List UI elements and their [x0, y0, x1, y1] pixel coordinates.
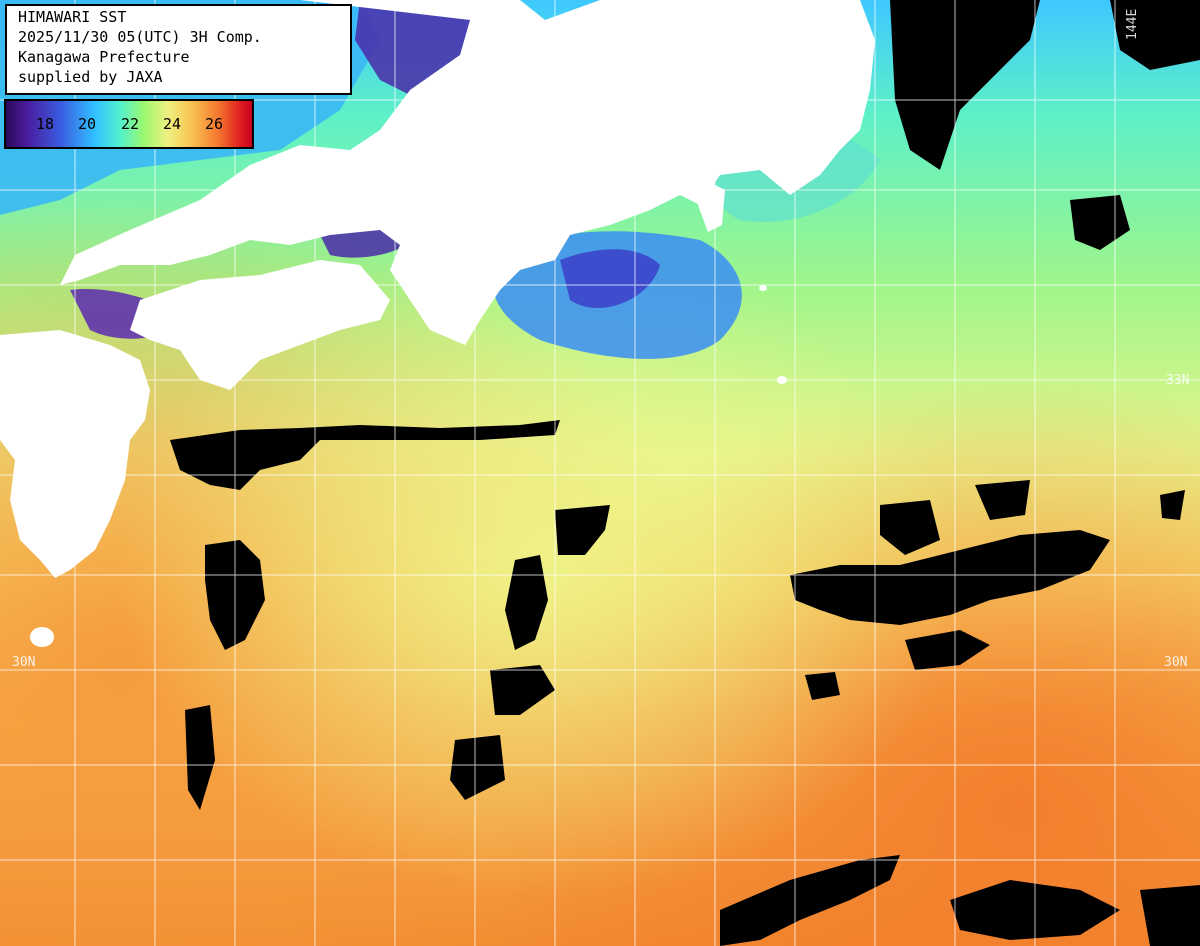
legend-tick: 26: [205, 115, 224, 133]
cloud-east-4: [905, 630, 990, 670]
lon-label-144e: 144E: [1125, 9, 1140, 40]
legend-tick: 20: [78, 115, 97, 133]
map-data-source: supplied by JAXA: [18, 68, 163, 86]
lat-label-33n-east: 33N: [1166, 373, 1189, 388]
lat-label-30n-west: 30N: [12, 655, 35, 670]
cloud-south-3: [1140, 885, 1200, 946]
cloud-cover: [170, 0, 1200, 946]
lat-label-30n-east: 30N: [1164, 655, 1187, 670]
cloud-central-1: [505, 555, 548, 650]
cloud-east-2: [880, 500, 940, 555]
legend-tick: 24: [163, 115, 182, 133]
land-izu: [698, 180, 725, 232]
map-title: HIMAWARI SST: [18, 8, 127, 26]
cloud-northeast-2: [1110, 0, 1200, 70]
cloud-central-3: [490, 665, 555, 715]
cloud-east-3: [975, 480, 1030, 520]
lat-label-33n-west: 33N: [12, 373, 35, 388]
land-shikoku: [130, 260, 390, 390]
lon-label-136e: 136E: [485, 11, 500, 42]
legend-tick: 22: [121, 115, 140, 133]
cloud-northeast-1: [890, 0, 1040, 170]
cloud-band-east: [790, 530, 1110, 625]
land-kii-tip: [400, 235, 440, 285]
land-honshu: [60, 0, 875, 345]
cloud-west-3: [185, 705, 215, 810]
legend-tick-labels: 18 20 22 24 26: [6, 115, 256, 135]
cloud-south-1: [720, 855, 900, 946]
land-island-miyake: [759, 285, 767, 291]
legend-tick: 18: [36, 115, 55, 133]
map-info-box: HIMAWARI SST 2025/11/30 05(UTC) 3H Comp.…: [5, 4, 352, 95]
temperature-legend: 18 20 22 24 26: [4, 99, 254, 149]
map-datetime: 2025/11/30 05(UTC) 3H Comp.: [18, 28, 262, 46]
cloud-band-west: [170, 420, 560, 490]
land-island-tanegashima: [30, 627, 54, 647]
cloud-east-5: [805, 672, 840, 700]
map-publisher: Kanagawa Prefecture: [18, 48, 190, 66]
cloud-east-6: [1160, 490, 1185, 520]
cloud-central-4: [450, 735, 505, 800]
cloud-central-2: [555, 505, 610, 555]
